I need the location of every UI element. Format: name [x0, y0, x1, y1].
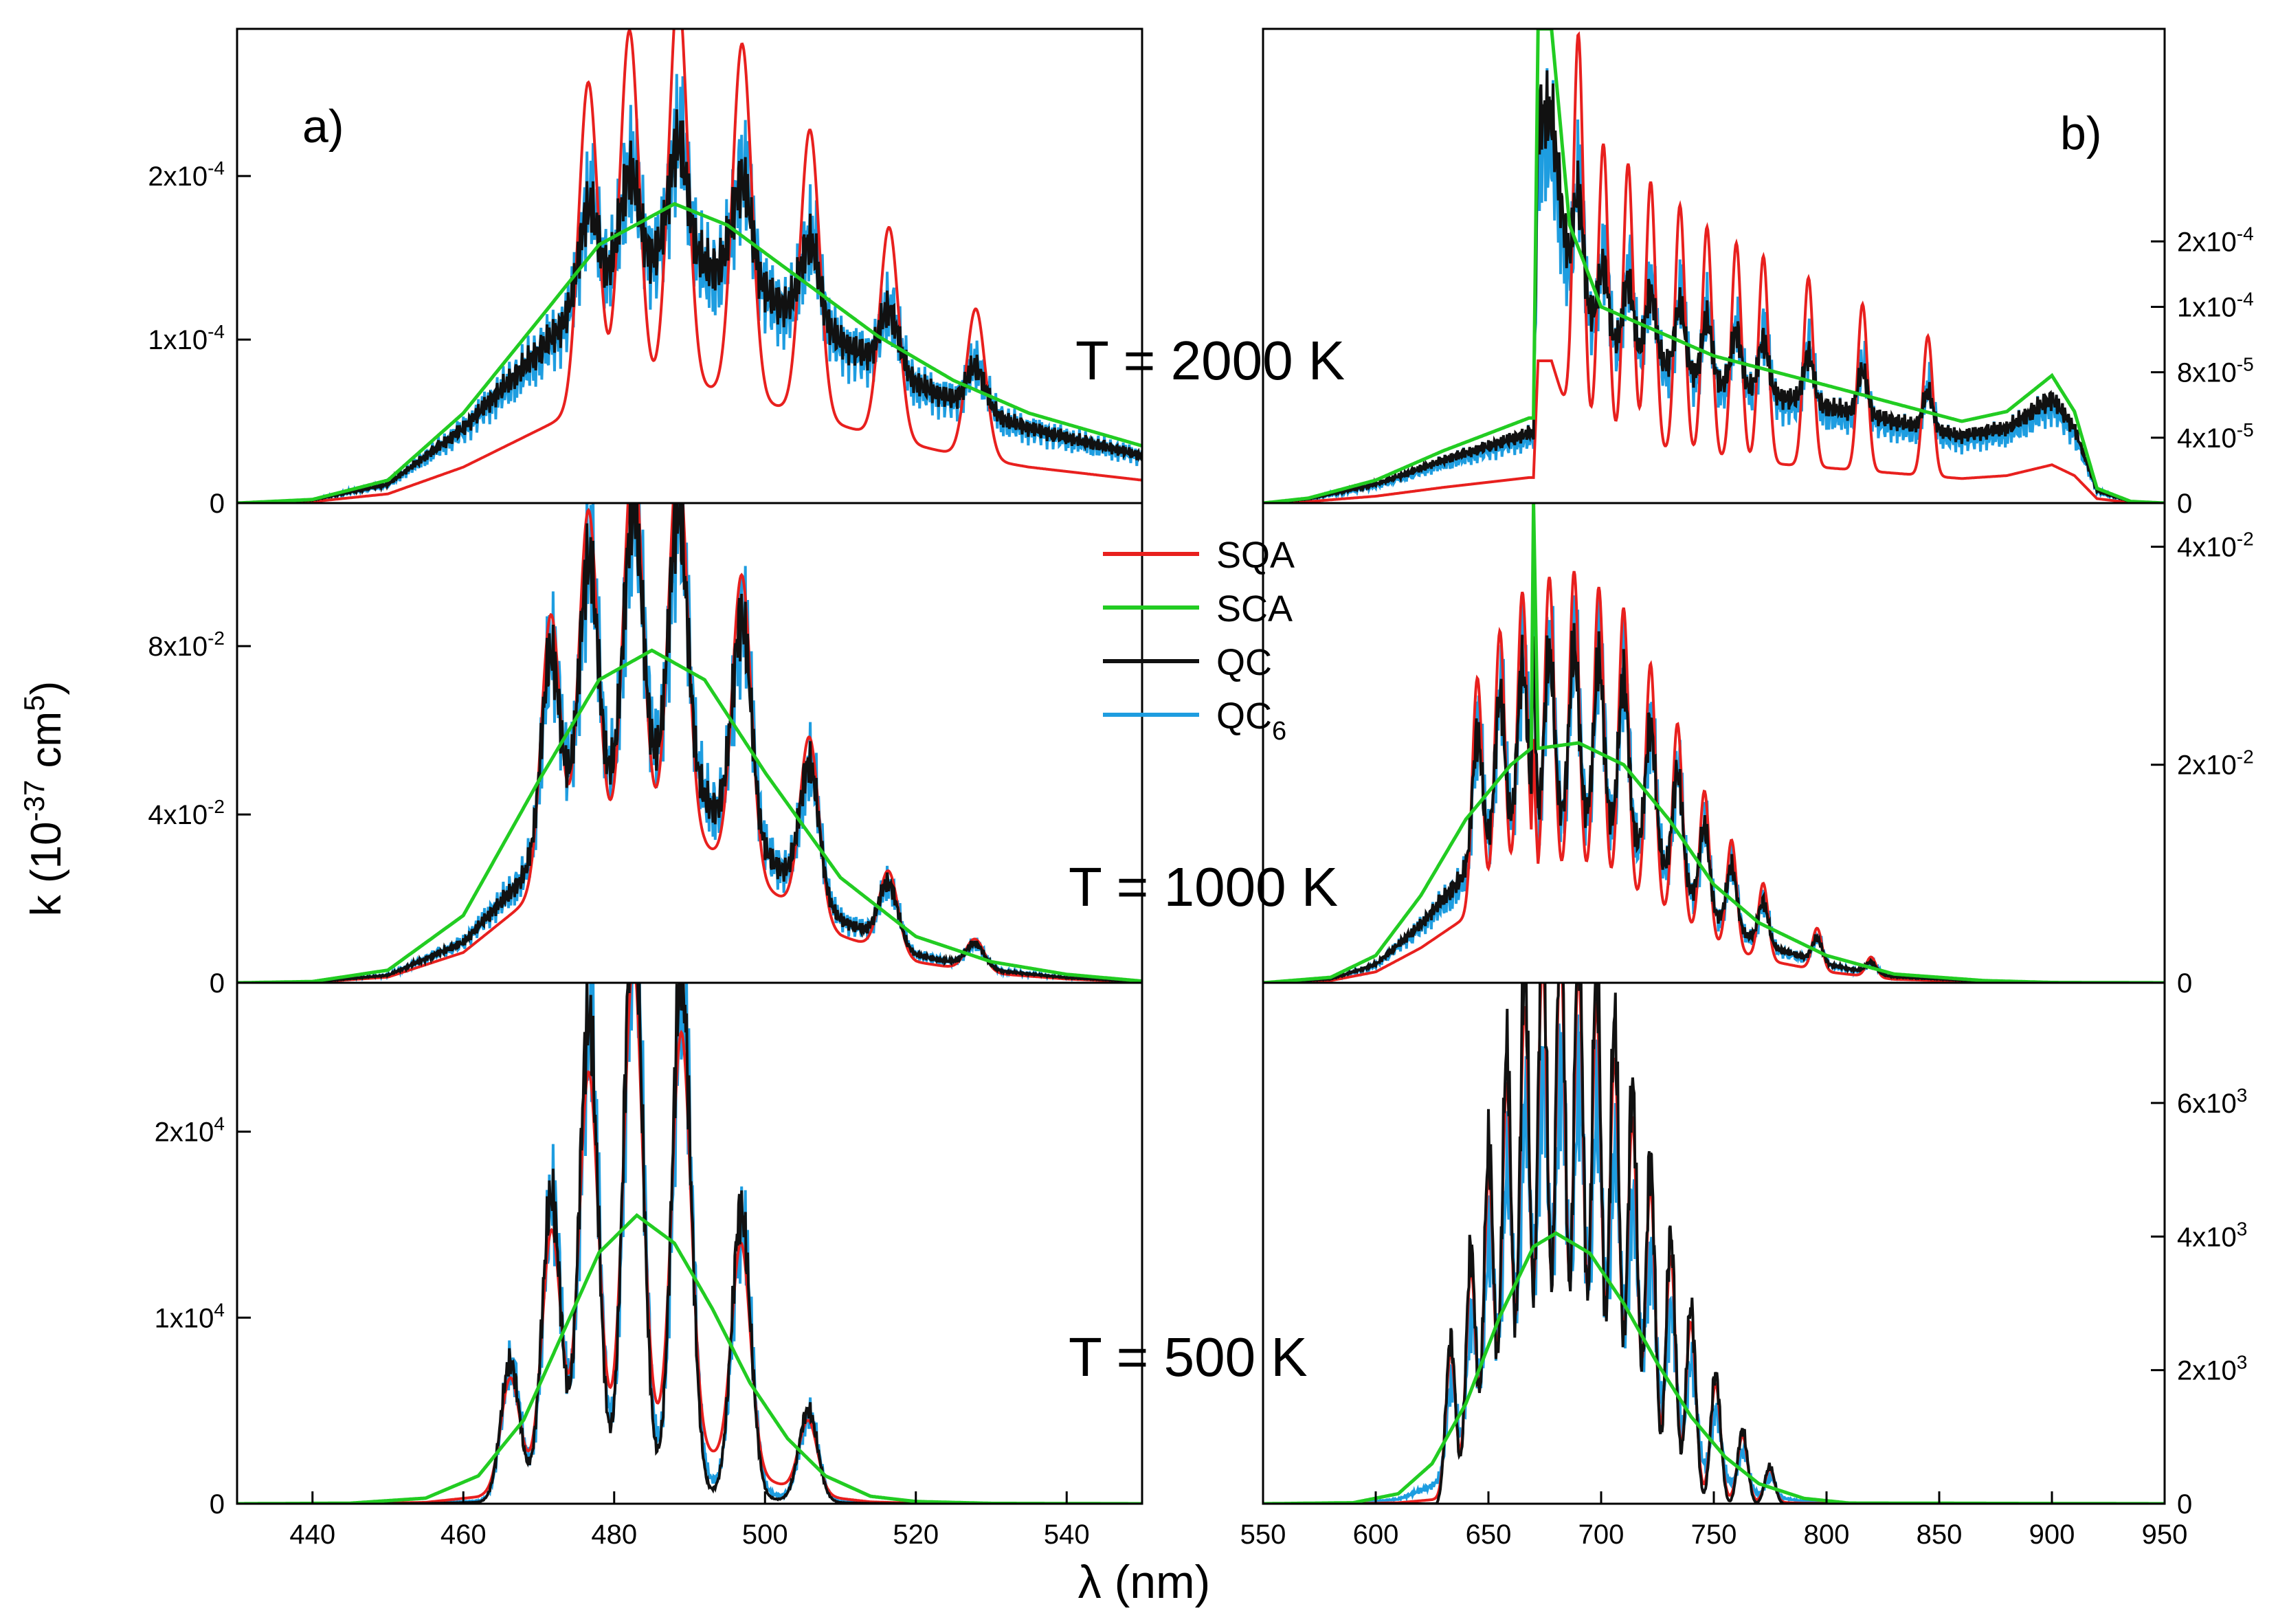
panel-a-2000k-qc-line — [237, 109, 1142, 503]
panel-b-1000k-ytick-label-2: 4x10-2 — [2177, 528, 2254, 562]
panel-a-500k-ytick-label-1: 1x104 — [155, 1299, 225, 1333]
legend-label-qc6: QC6 — [1216, 696, 1286, 746]
panel-a-500k-xtick-label-1: 460 — [440, 1520, 487, 1550]
panel-a-1000k — [237, 503, 1142, 983]
panel-a-1000k-sca-line — [237, 648, 1142, 983]
panel-b-500k-ytick-label-1: 2x103 — [2177, 1352, 2247, 1386]
panel-b-500k-xtick-label-2: 650 — [1466, 1520, 1512, 1550]
panel-b-500k-xtick-label-3: 700 — [1578, 1520, 1624, 1550]
panel-a-2000k-qc6-line — [237, 74, 1142, 503]
panel-b-label: b) — [2060, 107, 2101, 159]
panel-b-500k-xtick-label-4: 750 — [1691, 1520, 1737, 1550]
panel-a-2000k — [237, 29, 1142, 503]
panel-a-1000k-ytick-label-0: 0 — [210, 968, 225, 999]
panel-a-2000k-sca-line — [237, 201, 1142, 503]
panel-a-500k-xtick-label-0: 440 — [289, 1520, 335, 1550]
x-axis-label: λ (nm) — [1078, 1556, 1211, 1608]
panel-b-500k-sca-line — [1263, 1231, 2165, 1504]
panel-a-1000k-qc6-line — [237, 503, 1142, 983]
temperature-label-2000k: T = 2000 K — [1075, 330, 1345, 391]
panel-b-500k-ytick-label-2: 4x103 — [2177, 1218, 2247, 1252]
temperature-label-500k: T = 500 K — [1069, 1326, 1308, 1388]
panel-a-500k-sca-line — [237, 1213, 1142, 1504]
panel-b-2000k-sqa-line — [1263, 31, 2165, 503]
panel-a-500k-ytick-label-0: 0 — [210, 1489, 225, 1520]
panel-b-2000k — [1263, 29, 2165, 503]
panel-b-500k-ytick-label-3: 6x103 — [2177, 1084, 2247, 1119]
panel-b-2000k-qc6-line — [1263, 68, 2165, 503]
temperature-label-1000k: T = 1000 K — [1069, 856, 1338, 917]
panel-a-500k-xtick-label-5: 540 — [1044, 1520, 1090, 1550]
panel-b-1000k-sqa-line — [1263, 570, 2165, 983]
panel-b-500k-xtick-label-8: 950 — [2142, 1520, 2188, 1550]
panel-b-2000k-ytick-label-4: 2x10-4 — [2177, 223, 2254, 257]
panel-a-500k-ytick-label-2: 2x104 — [155, 1113, 225, 1148]
panel-b-500k-xtick-label-6: 850 — [1917, 1520, 1963, 1550]
axes-layer: 0 1x10-4 2x10-4 0 4x10-5 8x10-5 1x10-4 2x10-4 0 4… — [148, 27, 2254, 1550]
panel-a-500k-xtick-label-2: 480 — [591, 1520, 637, 1550]
panel-a-500k-frame — [236, 981, 1143, 1505]
panel-b-1000k — [1263, 503, 2165, 983]
panel-b-1000k-ytick-label-1: 2x10-2 — [2177, 746, 2254, 781]
y-axis-label: k (10-37 cm5) — [18, 681, 70, 916]
panel-b-2000k-qc-line — [1263, 70, 2165, 503]
panel-b-2000k-ytick-label-3: 1x10-4 — [2177, 288, 2254, 322]
panel-a-1000k-ytick-label-1: 4x10-2 — [148, 796, 225, 830]
panel-b-500k-xtick-label-7: 900 — [2029, 1520, 2075, 1550]
panel-a-500k-xtick-label-3: 500 — [742, 1520, 788, 1550]
panel-b-500k — [1263, 983, 2165, 1504]
panel-b-1000k-ytick-label-0: 0 — [2177, 968, 2192, 999]
legend-label-qc: QC — [1216, 642, 1272, 683]
panel-a-1000k-sqa-line — [237, 503, 1142, 983]
panel-b-2000k-sca-line — [1263, 29, 2165, 503]
panel-a-2000k-ytick-label-2: 2x10-4 — [148, 157, 225, 192]
plots-layer — [237, 29, 2165, 1504]
panel-b-500k-ytick-label-0: 0 — [2177, 1489, 2192, 1520]
panel-b-500k-xtick-label-0: 550 — [1240, 1520, 1286, 1550]
panel-a-2000k-ytick-label-1: 1x10-4 — [148, 321, 225, 355]
panel-b-500k-qc6-line — [1263, 1014, 2165, 1504]
panel-b-2000k-ytick-label-0: 0 — [2177, 489, 2192, 519]
panel-a-2000k-ytick-label-0: 0 — [210, 489, 225, 519]
panel-b-500k-xtick-label-5: 800 — [1804, 1520, 1850, 1550]
panel-a-label: a) — [302, 100, 344, 153]
panel-a-500k-qc-line — [237, 983, 1142, 1504]
panel-a-500k — [237, 983, 1142, 1504]
legend-label-sca: SCA — [1216, 588, 1293, 630]
panel-a-1000k-qc-line — [237, 503, 1142, 983]
legend: SQA SCA QC QC6 — [1103, 535, 1295, 746]
panel-b-2000k-ytick-label-2: 8x10-5 — [2177, 354, 2254, 388]
panel-b-500k-xtick-label-1: 600 — [1353, 1520, 1399, 1550]
panel-b-1000k-sca-line — [1263, 503, 2165, 983]
panel-a-500k-xtick-label-4: 520 — [893, 1520, 939, 1550]
panel-a-1000k-ytick-label-2: 8x10-2 — [148, 627, 225, 662]
panel-b-2000k-ytick-label-1: 4x10-5 — [2177, 419, 2254, 454]
legend-label-sqa: SQA — [1216, 535, 1295, 576]
panel-b-500k-qc-line — [1263, 983, 2165, 1504]
